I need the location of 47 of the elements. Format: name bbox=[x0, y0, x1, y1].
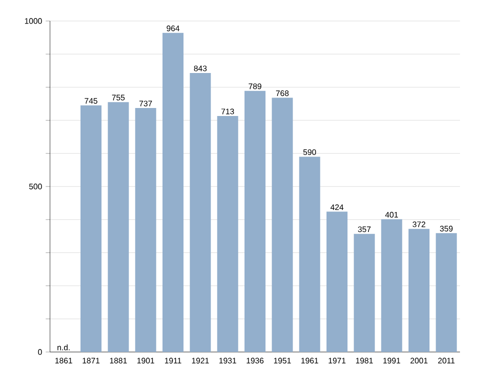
y-tick-label: 500 bbox=[29, 184, 42, 190]
data-label: 843 bbox=[194, 66, 207, 72]
x-tick-label: 1911 bbox=[165, 358, 182, 364]
bar bbox=[108, 102, 129, 352]
x-tick-label: 1881 bbox=[110, 358, 127, 364]
x-tick-label: 1981 bbox=[356, 358, 373, 364]
x-tick-label: 1951 bbox=[274, 358, 291, 364]
bar bbox=[381, 219, 402, 352]
x-tick-label: 1991 bbox=[383, 358, 400, 364]
data-label: 372 bbox=[412, 222, 426, 228]
data-label: 964 bbox=[166, 26, 180, 32]
x-tick-label: 1931 bbox=[219, 358, 236, 364]
bar bbox=[80, 105, 102, 352]
y-tick-label: 0 bbox=[38, 349, 42, 355]
bar bbox=[408, 228, 430, 352]
text: n.d. bbox=[58, 344, 70, 350]
y-tick-label: 1000 bbox=[25, 18, 42, 24]
data-label: 590 bbox=[303, 149, 316, 156]
data-label: 424 bbox=[330, 204, 344, 210]
bar bbox=[436, 233, 457, 352]
data-label: 768 bbox=[276, 90, 289, 96]
bar bbox=[190, 72, 211, 352]
data-label: 755 bbox=[112, 94, 125, 100]
data-label: 789 bbox=[248, 83, 262, 90]
data-label: 357 bbox=[358, 226, 371, 232]
x-tick-label: 2001 bbox=[410, 358, 428, 364]
x-tick-label: 1961 bbox=[301, 358, 318, 364]
bar bbox=[272, 98, 293, 352]
bar bbox=[217, 116, 238, 352]
x-tick-label: 1921 bbox=[192, 358, 209, 364]
x-tick-label: 1971 bbox=[328, 358, 346, 364]
bar bbox=[162, 32, 184, 352]
x-tick-label: 2011 bbox=[438, 358, 455, 364]
x-tick-label: 1861 bbox=[55, 358, 72, 364]
bar bbox=[135, 108, 156, 352]
bar bbox=[299, 156, 320, 352]
x-tick-label: 1936 bbox=[246, 358, 264, 364]
x-tick-label: 1901 bbox=[137, 358, 154, 364]
data-label: 745 bbox=[84, 98, 98, 104]
data-label: 737 bbox=[139, 100, 152, 106]
data-label: 359 bbox=[440, 226, 453, 232]
bar bbox=[354, 234, 375, 352]
bar bbox=[326, 212, 348, 352]
x-tick-label: 1871 bbox=[82, 358, 100, 364]
data-label: 401 bbox=[385, 212, 398, 218]
bar bbox=[244, 90, 266, 352]
data-label: 713 bbox=[221, 108, 234, 114]
